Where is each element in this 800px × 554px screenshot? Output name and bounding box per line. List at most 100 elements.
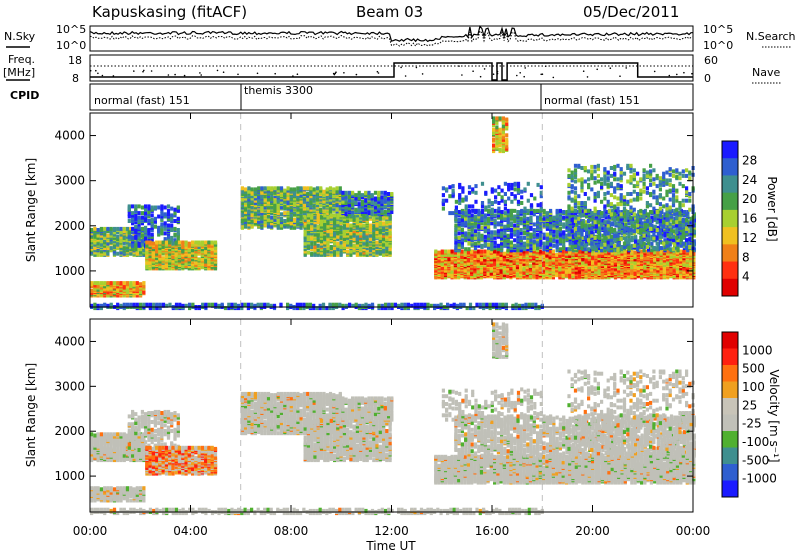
power-cell — [483, 234, 487, 239]
power-cell — [349, 223, 353, 228]
power-cell — [296, 192, 300, 196]
power-cell — [174, 255, 178, 260]
power-cell — [302, 211, 306, 216]
power-cell — [109, 281, 113, 286]
power-cell — [144, 232, 148, 237]
power-cell — [306, 229, 310, 234]
power-cell — [266, 217, 271, 222]
power-cell — [106, 237, 110, 242]
power-cell — [90, 245, 94, 249]
power-cell — [106, 241, 110, 246]
power-cell — [247, 193, 251, 198]
power-cell — [253, 187, 257, 192]
nsearch-tick-bottom: 10^0 — [703, 39, 733, 52]
power-cell — [140, 215, 144, 220]
power-cell — [250, 190, 254, 195]
power-cell — [306, 222, 310, 227]
power-cell — [170, 206, 174, 211]
power-cell — [96, 287, 100, 292]
freq-line — [90, 62, 693, 81]
nave-point — [133, 70, 135, 72]
power-cell — [168, 247, 172, 252]
power-cell — [163, 212, 167, 217]
power-cell — [325, 192, 329, 196]
power-cell — [139, 249, 143, 254]
power-cell — [467, 234, 471, 239]
freq-label: Freq. — [8, 53, 35, 66]
power-cell — [506, 208, 510, 213]
nave-point — [142, 70, 144, 73]
power-cell — [479, 249, 484, 254]
power-cell — [535, 268, 539, 273]
power-cell — [454, 223, 458, 228]
nave-point — [183, 74, 186, 77]
power-cell — [109, 246, 113, 251]
power-cell — [270, 224, 274, 229]
power-cell — [273, 206, 277, 211]
power-cell — [160, 214, 164, 219]
power-cell — [370, 212, 374, 217]
power-cell — [139, 282, 143, 287]
power-cell — [473, 221, 478, 226]
power-cell — [99, 285, 103, 290]
nave-point — [292, 75, 294, 77]
power-cell — [555, 252, 559, 257]
power-cell — [90, 281, 94, 286]
power-cell — [166, 223, 171, 228]
power-cell — [310, 247, 314, 252]
power-cell — [134, 208, 138, 213]
power-cell — [160, 216, 164, 221]
power-cell — [338, 206, 342, 211]
power-cell — [197, 240, 201, 245]
power-cell — [460, 238, 464, 243]
power-cell — [116, 226, 120, 231]
power-cell — [283, 188, 287, 193]
power-cell — [303, 240, 307, 245]
power-cell — [164, 240, 169, 245]
nave-point — [415, 66, 418, 69]
nave-point — [343, 72, 345, 74]
power-cell — [153, 205, 157, 210]
power-cell — [263, 205, 267, 210]
power-cell — [306, 197, 310, 202]
power-cell — [293, 193, 297, 198]
power-cell — [171, 247, 175, 252]
power-cell — [244, 210, 248, 214]
power-cell — [299, 186, 303, 191]
power-cell — [296, 194, 300, 199]
power-cell — [276, 203, 280, 208]
power-cell — [157, 214, 161, 219]
power-cell — [93, 281, 97, 286]
power-cell — [90, 289, 94, 293]
power-cell — [473, 214, 478, 219]
power-cell — [134, 213, 138, 218]
power-cell — [200, 264, 204, 269]
freq-tick-bottom: 8 — [72, 72, 79, 85]
power-cell — [302, 189, 306, 194]
nsky-tick-bottom: 10^0 — [56, 39, 86, 52]
power-cell — [273, 190, 277, 195]
power-cell — [109, 292, 113, 297]
power-cell — [457, 235, 461, 240]
power-cell — [322, 198, 326, 203]
power-cell — [131, 246, 135, 251]
power-cell — [338, 186, 342, 191]
power-cell — [373, 196, 378, 201]
power-cell — [329, 245, 333, 249]
power-cell — [328, 205, 333, 210]
power-cell — [147, 214, 151, 219]
nave-point — [609, 67, 612, 69]
power-cell — [473, 246, 478, 251]
power-cell — [503, 224, 507, 229]
power-cell — [319, 232, 324, 237]
power-cell — [487, 208, 491, 213]
power-cell — [250, 217, 254, 222]
power-cell — [257, 202, 261, 207]
power-cell — [247, 210, 251, 214]
power-cell — [362, 232, 366, 237]
power-cell — [244, 192, 248, 196]
power-cell — [336, 241, 340, 246]
power-cell — [90, 228, 94, 232]
power-cell — [328, 186, 333, 191]
power-cell — [144, 211, 148, 216]
